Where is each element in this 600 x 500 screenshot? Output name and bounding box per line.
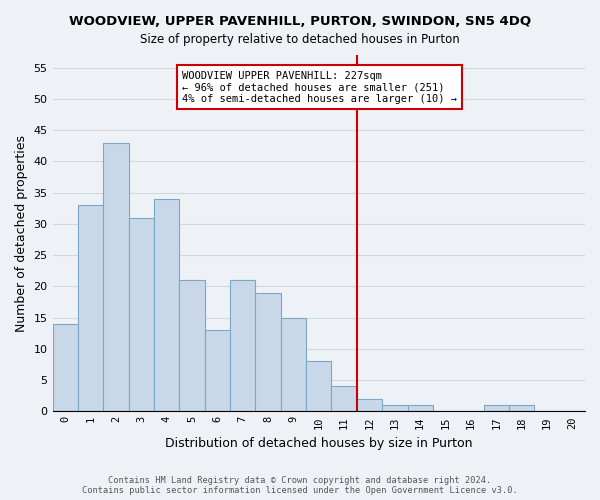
Bar xyxy=(128,218,154,412)
Bar xyxy=(281,318,306,412)
Bar xyxy=(306,362,331,412)
Bar xyxy=(103,142,128,412)
Bar xyxy=(53,324,78,412)
Bar xyxy=(205,330,230,411)
Bar xyxy=(230,280,256,411)
Bar xyxy=(78,205,103,412)
Y-axis label: Number of detached properties: Number of detached properties xyxy=(15,134,28,332)
Bar xyxy=(382,405,407,411)
Bar xyxy=(256,292,281,412)
Bar xyxy=(179,280,205,411)
Text: WOODVIEW UPPER PAVENHILL: 227sqm
← 96% of detached houses are smaller (251)
4% o: WOODVIEW UPPER PAVENHILL: 227sqm ← 96% o… xyxy=(182,70,457,104)
Text: Size of property relative to detached houses in Purton: Size of property relative to detached ho… xyxy=(140,32,460,46)
Text: Contains HM Land Registry data © Crown copyright and database right 2024.
Contai: Contains HM Land Registry data © Crown c… xyxy=(82,476,518,495)
Bar xyxy=(331,386,357,411)
Bar xyxy=(484,405,509,411)
Bar xyxy=(357,399,382,411)
X-axis label: Distribution of detached houses by size in Purton: Distribution of detached houses by size … xyxy=(165,437,473,450)
Bar xyxy=(154,199,179,412)
Bar xyxy=(407,405,433,411)
Text: WOODVIEW, UPPER PAVENHILL, PURTON, SWINDON, SN5 4DQ: WOODVIEW, UPPER PAVENHILL, PURTON, SWIND… xyxy=(69,15,531,28)
Bar xyxy=(509,405,534,411)
